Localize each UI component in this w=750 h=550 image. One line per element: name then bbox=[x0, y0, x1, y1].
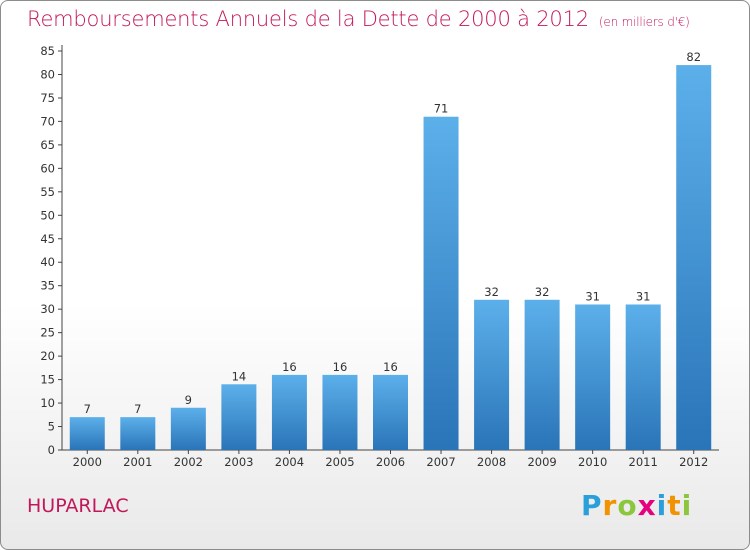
data-label-2003: 14 bbox=[232, 369, 247, 383]
data-label-2009: 32 bbox=[535, 285, 550, 299]
y-tick-label: 60 bbox=[40, 161, 55, 175]
bar-2005 bbox=[322, 374, 358, 450]
y-tick-label: 55 bbox=[40, 185, 55, 199]
x-tick-label-2011: 2011 bbox=[629, 455, 658, 469]
x-tick-label-2004: 2004 bbox=[275, 455, 304, 469]
y-tick-label: 85 bbox=[40, 44, 55, 58]
logo-letter: i bbox=[656, 489, 668, 522]
bar-2006 bbox=[373, 374, 408, 450]
proxiti-logo: Proxiti bbox=[581, 489, 692, 522]
logo-letter: r bbox=[602, 489, 618, 522]
x-tick-label-2001: 2001 bbox=[123, 455, 152, 469]
data-label-2000: 7 bbox=[84, 402, 91, 416]
y-tick-label: 65 bbox=[40, 138, 55, 152]
logo-letter: o bbox=[617, 489, 638, 522]
bar-2011 bbox=[625, 304, 661, 450]
chart-subtitle: (en milliers d'€) bbox=[598, 15, 690, 29]
bar-2001 bbox=[120, 417, 156, 450]
y-tick-label: 0 bbox=[48, 443, 55, 457]
logo-letter: t bbox=[667, 489, 682, 522]
y-tick-label: 30 bbox=[40, 302, 55, 316]
y-tick-label: 80 bbox=[40, 67, 55, 81]
bar-2009 bbox=[524, 299, 560, 450]
y-tick-label: 75 bbox=[40, 91, 55, 105]
x-tick-label-2008: 2008 bbox=[477, 455, 506, 469]
data-label-2004: 16 bbox=[282, 360, 297, 374]
bar-2002 bbox=[170, 407, 206, 450]
chart-title: Remboursements Annuels de la Dette de 20… bbox=[27, 7, 690, 31]
data-label-2012: 82 bbox=[686, 50, 701, 64]
y-tick-label: 45 bbox=[40, 232, 55, 246]
y-tick-label: 40 bbox=[40, 255, 55, 269]
logo-letter: i bbox=[681, 489, 693, 522]
y-tick-label: 35 bbox=[40, 279, 55, 293]
bar-2007 bbox=[423, 116, 459, 450]
bar-2003 bbox=[221, 384, 257, 450]
chart-title-text: Remboursements Annuels de la Dette de 20… bbox=[27, 7, 589, 31]
chart-bars: 7 7 9 14 16 16 16 71 32 32 31 31 82 bbox=[69, 50, 712, 451]
data-label-2011: 31 bbox=[636, 289, 651, 303]
x-tick-label-2012: 2012 bbox=[679, 455, 708, 469]
y-tick-label: 50 bbox=[40, 208, 55, 222]
x-tick-label-2002: 2002 bbox=[174, 455, 203, 469]
x-tick-label-2009: 2009 bbox=[527, 455, 556, 469]
bar-2004 bbox=[271, 374, 307, 450]
logo-letter: x bbox=[637, 489, 657, 522]
y-tick-label: 20 bbox=[40, 349, 55, 363]
y-tick-label: 5 bbox=[48, 420, 55, 434]
x-tick-label-2005: 2005 bbox=[325, 455, 354, 469]
data-label-2008: 32 bbox=[484, 285, 499, 299]
x-tick-label-2007: 2007 bbox=[426, 455, 455, 469]
data-label-2006: 16 bbox=[383, 360, 398, 374]
x-tick-label-2010: 2010 bbox=[578, 455, 607, 469]
y-tick-label: 10 bbox=[40, 396, 55, 410]
data-label-2007: 71 bbox=[434, 102, 449, 116]
bar-2012 bbox=[676, 65, 712, 451]
bar-2000 bbox=[69, 417, 105, 450]
x-tick-label-2000: 2000 bbox=[73, 455, 102, 469]
chart-axes: 0 5 10 15 20 25 30 35 40 45 50 55 60 65 70 75 80 85 2000 20… bbox=[40, 44, 719, 469]
data-label-2010: 31 bbox=[585, 289, 600, 303]
x-tick-label-2003: 2003 bbox=[224, 455, 253, 469]
bar-2010 bbox=[575, 304, 611, 450]
bar-2008 bbox=[474, 299, 510, 450]
x-tick-label-2006: 2006 bbox=[376, 455, 405, 469]
data-label-2001: 7 bbox=[134, 402, 141, 416]
y-tick-label: 25 bbox=[40, 326, 55, 340]
data-label-2005: 16 bbox=[333, 360, 348, 374]
y-tick-label: 15 bbox=[40, 373, 55, 387]
commune-name: HUPARLAC bbox=[27, 495, 129, 517]
data-label-2002: 9 bbox=[185, 393, 192, 407]
y-tick-label: 70 bbox=[40, 114, 55, 128]
logo-letter: P bbox=[581, 489, 603, 522]
